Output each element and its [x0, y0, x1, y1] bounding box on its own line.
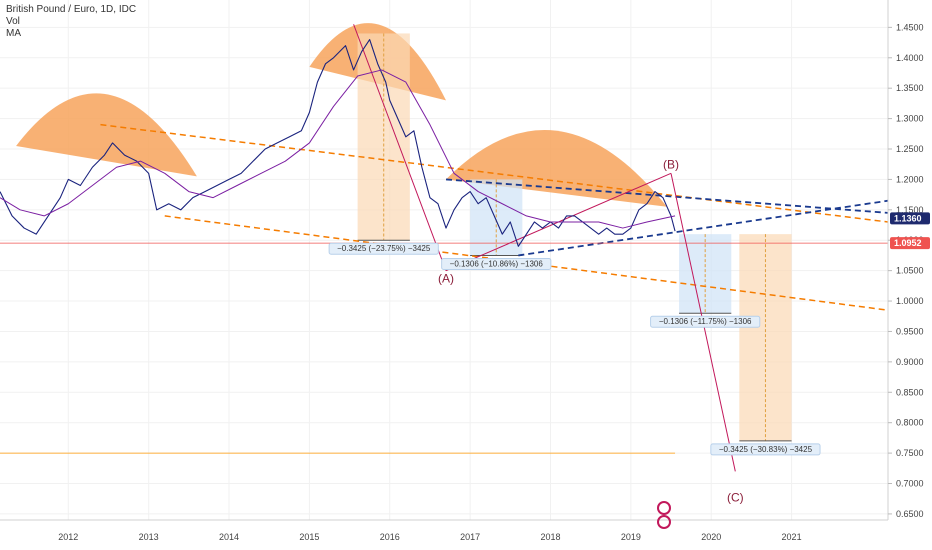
y-tick-label: 1.0000	[896, 296, 924, 306]
price-tag-bg	[890, 212, 930, 225]
x-tick-label: 2018	[540, 532, 560, 542]
measure-label: −0.1306 (−11.75%) −1306	[659, 317, 752, 326]
cup-arc	[16, 93, 197, 177]
legend-vol[interactable]: Vol	[6, 16, 20, 27]
y-tick-label: 0.8500	[896, 387, 924, 397]
ma-series-line	[0, 69, 676, 229]
wave-label: (B)	[663, 157, 679, 171]
y-tick-label: 0.8000	[896, 418, 924, 428]
x-tick-label: 2015	[299, 532, 319, 542]
legend-ma[interactable]: MA	[6, 28, 21, 39]
y-tick-label: 1.4500	[896, 22, 924, 32]
x-tick-label: 2014	[219, 532, 239, 542]
annotation-fill-layer	[16, 23, 792, 442]
series-layer	[0, 38, 676, 247]
orange-trendline	[100, 123, 889, 223]
y-tick-label: 0.7500	[896, 448, 924, 458]
measure-label-bg	[441, 257, 552, 270]
y-tick-label: 0.7000	[896, 479, 924, 489]
y-tick-label: 1.1500	[896, 205, 924, 215]
blue-trendline	[445, 178, 889, 214]
x-tick-label: 2021	[782, 532, 802, 542]
price-tag-bg	[890, 237, 930, 250]
y-tick-label: 1.4000	[896, 53, 924, 63]
blue-trendline	[518, 199, 889, 257]
legend-title[interactable]: British Pound / Euro, 1D, IDC	[6, 4, 137, 15]
measure-label: −0.1306 (−10.86%) −1306	[450, 259, 544, 268]
x-tick-label: 2013	[139, 532, 159, 542]
y-tick-label: 1.3500	[896, 83, 924, 93]
y-tick-label: 1.2500	[896, 144, 924, 154]
y-tick-label: 1.2000	[896, 174, 924, 184]
price-series-line	[0, 38, 676, 247]
x-tick-label: 2012	[58, 532, 78, 542]
measure-label-bg	[650, 315, 761, 328]
x-tick-label: 2017	[460, 532, 480, 542]
price-tag-label: 1.0952	[894, 238, 922, 248]
measure-label: −0.3425 (−30.83%) −3425	[719, 445, 813, 454]
measure-label: −0.3425 (−23.75%) −3425	[337, 244, 431, 253]
elliott-wave-line	[353, 24, 447, 271]
watermark-icon	[657, 501, 671, 529]
y-tick-label: 1.3000	[896, 114, 924, 124]
time-axis[interactable]: 2012 2013 2014 2015 2016 2017 2018 2019 2020 2021	[58, 532, 801, 542]
wave-label: (A)	[438, 272, 454, 286]
x-tick-label: 2016	[380, 532, 400, 542]
y-tick-label: 0.9000	[896, 357, 924, 367]
label-layer: −0.3425 (−23.75%) −3425 −0.1306 (−10.86%)…	[328, 157, 821, 505]
measure-label-bg	[710, 443, 821, 456]
chart-legend: British Pound / Euro, 1D, IDC Vol MA	[6, 4, 136, 40]
y-tick-label: 1.0500	[896, 266, 924, 276]
y-tick-label: 0.9500	[896, 326, 924, 336]
x-tick-label: 2020	[701, 532, 721, 542]
x-tick-label: 2019	[621, 532, 641, 542]
price-axis[interactable]: 1.4500 1.4000 1.3500 1.3000 1.2500 1.2000 1.15…	[888, 22, 930, 519]
wave-label: (C)	[727, 491, 744, 505]
measure-label-bg	[328, 242, 439, 255]
y-tick-label: 0.6500	[896, 509, 924, 519]
price-tag-label: 1.1360	[894, 213, 922, 223]
